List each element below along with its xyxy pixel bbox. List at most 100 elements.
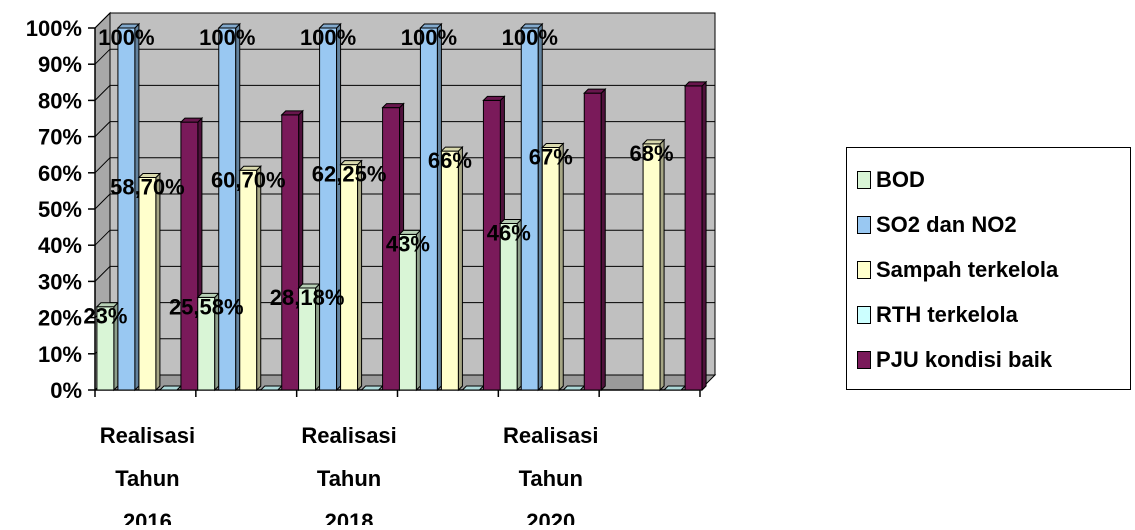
gridline	[94, 48, 715, 65]
y-tick-label: 90%	[38, 52, 82, 77]
bar-top	[583, 88, 607, 94]
bar-5	[583, 92, 602, 391]
gridline	[94, 193, 715, 210]
legend-item-pju: PJU kondisi baik	[857, 340, 1052, 380]
gridline	[94, 157, 715, 174]
bar-side	[134, 22, 140, 392]
bar-top	[238, 165, 262, 171]
data-label: 100%	[98, 25, 154, 50]
legend-item-so2-no2: SO2 dan NO2	[857, 205, 1017, 245]
x-tick-label: Tahun	[317, 466, 381, 491]
bar-top	[360, 385, 384, 391]
x-tick-label: 2018	[325, 509, 374, 525]
legend: BOD SO2 dan NO2 Sampah terkelola RTH ter…	[846, 147, 1131, 390]
bar-top	[217, 23, 241, 29]
x-tick-label: 2016	[123, 509, 172, 525]
bar-top	[158, 385, 183, 391]
data-label: 68%	[630, 141, 674, 166]
bar-2	[520, 27, 539, 391]
legend-item-rth: RTH terkelola	[857, 295, 1018, 335]
bar-side	[235, 22, 241, 392]
bar-top	[137, 173, 162, 179]
legend-label-pju: PJU kondisi baik	[876, 347, 1053, 372]
bar-1	[398, 233, 417, 391]
data-label: 25,58%	[169, 294, 244, 319]
bar-top	[318, 23, 342, 29]
y-tick-label: 100%	[26, 16, 82, 41]
bar-side	[537, 22, 543, 392]
legend-item-bod: BOD	[857, 160, 925, 200]
y-tick-label: 50%	[38, 197, 82, 222]
x-tick-label: Realisasi	[301, 423, 396, 448]
data-label: 23%	[83, 304, 127, 329]
data-label: 60,70%	[211, 167, 286, 192]
gridline	[94, 121, 715, 137]
bar-5	[281, 114, 300, 391]
bar-2	[218, 27, 237, 391]
bar-3	[239, 169, 258, 391]
data-label: 100%	[401, 25, 457, 50]
bar-top	[683, 81, 708, 87]
bar-side	[256, 165, 262, 392]
bar-top	[116, 23, 141, 29]
bar-2	[319, 27, 338, 391]
x-tick-label: 2020	[526, 509, 575, 525]
x-tick-label: Realisasi	[503, 423, 598, 448]
bar-top	[280, 110, 304, 116]
bar-3	[138, 177, 157, 391]
data-label: 67%	[529, 144, 573, 169]
data-label: 28,18%	[270, 285, 345, 310]
bar-top	[381, 103, 405, 109]
bar-3	[642, 143, 661, 391]
bar-top	[461, 385, 485, 391]
legend-label-rth: RTH terkelola	[876, 302, 1018, 327]
data-label: 43%	[386, 231, 430, 256]
bar-top	[520, 23, 544, 29]
bar-side	[357, 159, 363, 392]
legend-item-sampah: Sampah terkelola	[857, 250, 1058, 290]
bar-top	[339, 160, 363, 166]
y-tick-label: 20%	[38, 306, 82, 331]
data-label: 62,25%	[312, 162, 387, 187]
y-tick-label: 70%	[38, 125, 82, 150]
bar-3	[440, 150, 459, 391]
legend-swatch-pju	[857, 351, 871, 369]
legend-label-bod: BOD	[876, 167, 925, 192]
x-tick-label: Tahun	[115, 466, 179, 491]
x-tick-label: Realisasi	[100, 423, 195, 448]
bar-top	[259, 385, 283, 391]
bar-side	[457, 145, 463, 392]
gridline	[94, 84, 715, 101]
legend-swatch-sampah	[857, 261, 871, 279]
bar-top	[440, 146, 464, 152]
legend-label-sampah: Sampah terkelola	[876, 257, 1059, 282]
bar-side	[600, 87, 606, 392]
bar-2	[419, 27, 438, 391]
bar-top	[641, 139, 666, 145]
legend-swatch-so2-no2	[857, 216, 871, 234]
gridline	[94, 12, 715, 29]
bar-top	[419, 23, 443, 29]
legend-swatch-rth	[857, 306, 871, 324]
data-label: 100%	[502, 25, 558, 50]
x-tick-label: Tahun	[519, 466, 583, 491]
data-label: 100%	[199, 25, 255, 50]
y-tick-label: 40%	[38, 233, 82, 258]
bar-5	[180, 121, 199, 391]
y-tick-label: 80%	[38, 88, 82, 113]
data-label: 58,70%	[110, 175, 185, 200]
legend-label-so2-no2: SO2 dan NO2	[876, 212, 1017, 237]
bar-1	[499, 222, 518, 391]
bar-top	[562, 385, 586, 391]
data-label: 46%	[487, 220, 531, 245]
legend-swatch-bod	[857, 171, 871, 189]
bar-top	[541, 142, 565, 148]
bar-3	[541, 146, 560, 391]
bar-side	[436, 22, 442, 392]
data-label: 66%	[428, 148, 472, 173]
bar-side	[701, 80, 707, 392]
bar-top	[482, 95, 506, 101]
bar-side	[336, 22, 342, 392]
bar-side	[155, 172, 161, 392]
